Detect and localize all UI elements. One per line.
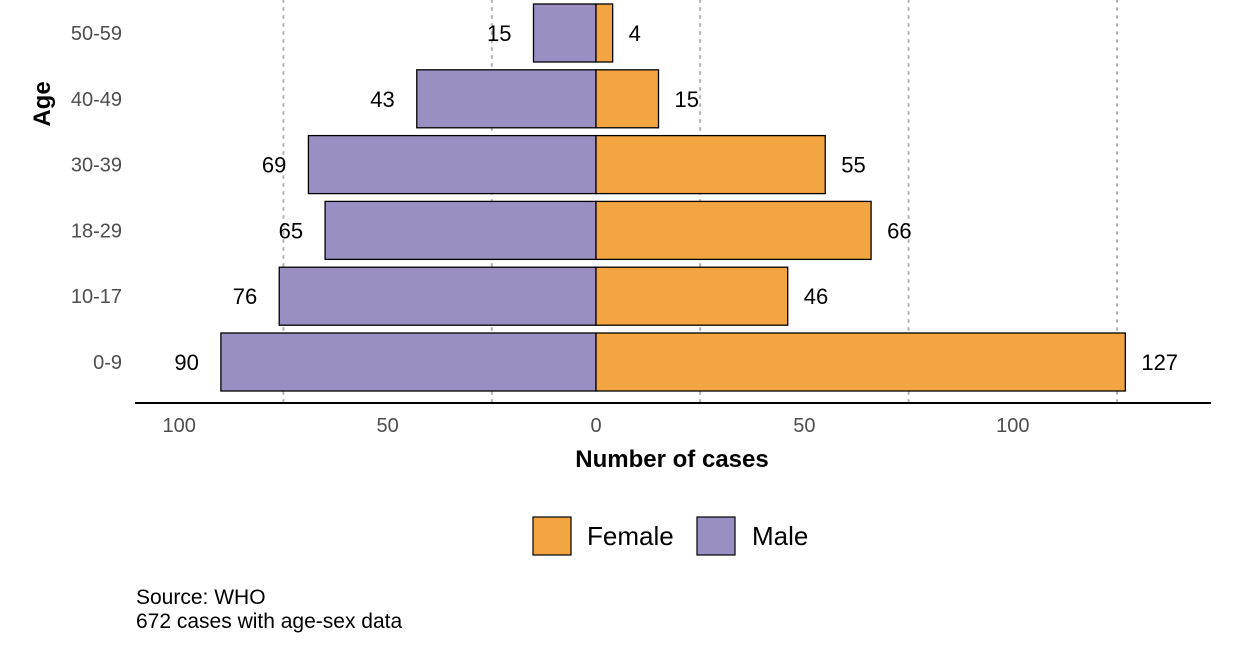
x-tick-labels: 100 50 0 50 100: [163, 415, 1030, 437]
caption-case-count: 672 cases with age-sex data: [136, 610, 403, 633]
legend-label-female: Female: [587, 521, 674, 551]
bar-male-18-29: [324, 200, 597, 261]
bar-female-10-17: [595, 266, 789, 326]
label-male-10-17: 76: [233, 284, 257, 309]
label-male-40-49: 43: [370, 87, 394, 112]
x-tick-neg100: 100: [163, 415, 196, 437]
label-male-0-9: 90: [174, 350, 198, 375]
y-tick-50-59: 50-59: [71, 23, 122, 45]
x-tick-neg50: 50: [376, 415, 398, 437]
y-axis-title: Age: [29, 81, 56, 126]
y-tick-10-17: 10-17: [71, 286, 122, 308]
y-tick-30-39: 30-39: [71, 155, 122, 177]
bar-male-50-59: [532, 3, 597, 63]
bar-male-10-17: [278, 266, 597, 326]
label-female-0-9: 127: [1141, 350, 1178, 375]
y-tick-labels: 0-9 10-17 18-29 30-39 40-49 50-59: [71, 23, 122, 374]
bar-female-0-9: [595, 332, 1126, 392]
bar-female-40-49: [595, 69, 660, 129]
label-female-18-29: 66: [887, 218, 911, 243]
bar-female-50-59: [595, 3, 614, 63]
label-male-50-59: 15: [487, 21, 511, 46]
y-tick-40-49: 40-49: [71, 89, 122, 111]
bar-female-18-29: [595, 200, 872, 261]
bar-female-30-39: [595, 134, 826, 195]
legend-swatch-male: [696, 516, 736, 556]
bar-male-40-49: [416, 69, 597, 129]
x-tick-50: 50: [793, 415, 815, 437]
label-female-40-49: 15: [675, 87, 699, 112]
label-male-18-29: 65: [279, 218, 303, 243]
x-tick-0: 0: [590, 415, 601, 437]
label-male-30-39: 69: [262, 153, 286, 178]
bars: [220, 3, 1126, 392]
y-tick-0-9: 0-9: [93, 352, 122, 374]
label-female-50-59: 4: [629, 21, 641, 46]
caption: Source: WHO 672 cases with age-sex data: [136, 586, 402, 634]
data-labels: 90 127 76 46 65 66 69 55 43 15 15 4: [174, 21, 1178, 375]
bar-male-0-9: [220, 332, 597, 392]
x-tick-100: 100: [996, 415, 1029, 437]
x-axis-title: Number of cases: [575, 446, 768, 473]
label-female-10-17: 46: [804, 284, 828, 309]
y-tick-18-29: 18-29: [71, 220, 122, 242]
bar-male-30-39: [307, 134, 597, 195]
legend: Female Male: [532, 516, 808, 556]
legend-label-male: Male: [752, 521, 808, 551]
legend-swatch-female: [532, 516, 572, 556]
label-female-30-39: 55: [841, 153, 865, 178]
population-pyramid-chart: 90 127 76 46 65 66 69 55 43 15 15 4 0-9 10-17 18-29 30…: [29, 0, 1211, 556]
caption-source: Source: WHO: [136, 586, 266, 609]
